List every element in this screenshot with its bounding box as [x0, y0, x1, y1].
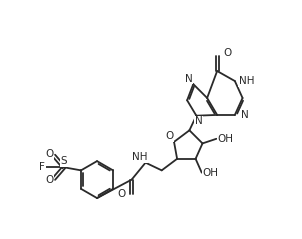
Text: O: O [223, 48, 231, 58]
Text: N: N [185, 74, 193, 84]
Text: NH: NH [239, 76, 254, 86]
Text: OH: OH [218, 134, 234, 144]
Text: O: O [45, 175, 53, 185]
Text: OH: OH [202, 168, 218, 179]
Text: O: O [117, 189, 126, 199]
Text: N: N [241, 110, 249, 120]
Text: N: N [195, 116, 203, 126]
Text: S: S [61, 156, 67, 166]
Text: O: O [45, 149, 53, 159]
Text: NH: NH [132, 152, 148, 162]
Text: O: O [165, 131, 174, 141]
Text: F: F [40, 162, 45, 172]
